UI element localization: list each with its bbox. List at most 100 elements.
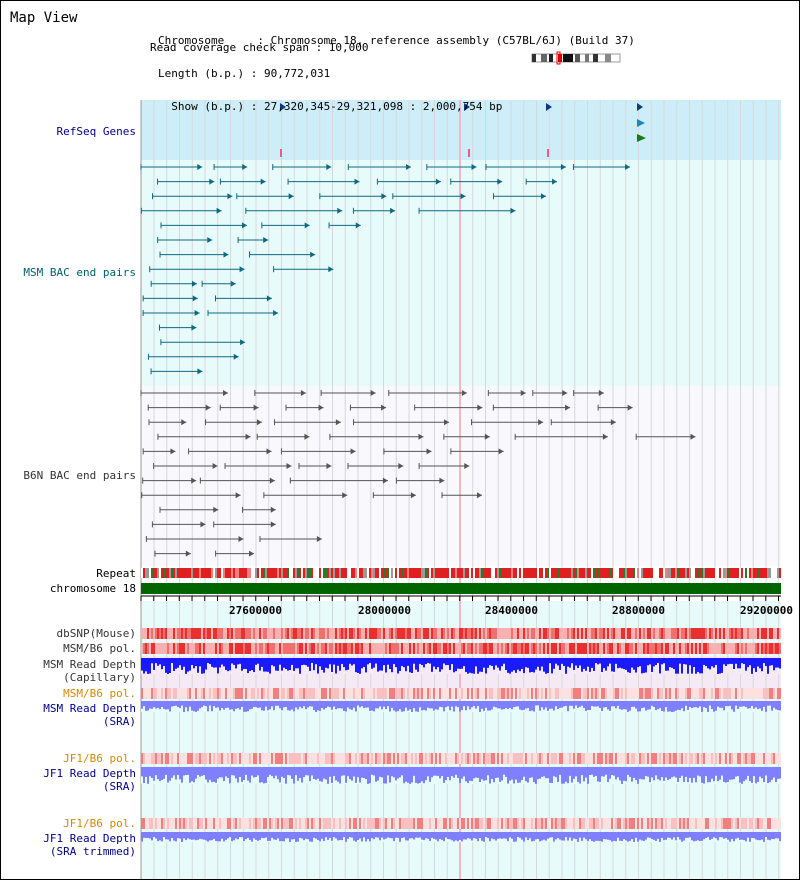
- repeat-segment: [575, 568, 577, 578]
- depth-bar: [471, 701, 473, 708]
- depth-bar: [633, 767, 635, 778]
- snp-density-cell: [201, 753, 203, 764]
- snp-density-cell: [259, 643, 261, 654]
- snp-density-cell: [309, 643, 311, 654]
- snp-density-cell: [719, 818, 721, 829]
- repeat-segment: [275, 568, 277, 578]
- snp-density-cell: [245, 688, 247, 699]
- depth-bar: [215, 701, 217, 708]
- b6n-bac-pair-arrow: [223, 390, 229, 396]
- snp-density-cell: [607, 818, 609, 829]
- depth-bar: [607, 658, 609, 667]
- repeat-segment: [603, 568, 605, 578]
- depth-bar: [557, 767, 559, 783]
- depth-bar: [185, 701, 187, 708]
- depth-bar: [729, 832, 731, 842]
- msm-bac-pair-arrow: [471, 164, 477, 170]
- track-label-msm-bac[interactable]: MSM BAC end pairs: [23, 266, 136, 279]
- snp-density-cell: [597, 818, 599, 829]
- snp-density-cell: [697, 753, 699, 764]
- snp-density-cell: [421, 628, 423, 639]
- depth-bar: [629, 701, 631, 711]
- snp-density-cell: [317, 643, 319, 654]
- snp-density-cell: [675, 818, 677, 829]
- snp-density-cell: [501, 688, 503, 699]
- depth-bar: [301, 658, 303, 666]
- snp-density-cell: [239, 643, 241, 654]
- snp-density-cell: [579, 688, 581, 699]
- depth-bar: [285, 701, 287, 707]
- snp-density-cell: [711, 643, 713, 654]
- snp-density-cell: [293, 753, 295, 764]
- snp-density-cell: [165, 628, 167, 639]
- depth-bar: [277, 658, 279, 671]
- snp-density-cell: [451, 753, 453, 764]
- repeat-segment: [749, 568, 751, 578]
- depth-bar: [531, 701, 533, 711]
- snp-density-cell: [283, 753, 285, 764]
- depth-bar: [325, 767, 327, 780]
- depth-bar: [779, 701, 781, 711]
- snp-density-cell: [269, 643, 271, 654]
- depth-bar: [233, 658, 235, 665]
- repeat-segment: [319, 568, 321, 578]
- snp-density-cell: [775, 818, 777, 829]
- track-label-refseq[interactable]: RefSeq Genes: [56, 125, 136, 138]
- snp-density-cell: [407, 643, 409, 654]
- snp-density-cell: [749, 688, 751, 699]
- snp-density-cell: [479, 643, 481, 654]
- snp-density-cell: [177, 688, 179, 699]
- depth-bar: [153, 767, 155, 781]
- depth-bar: [633, 701, 635, 707]
- depth-bar: [403, 701, 405, 712]
- snp-density-cell: [651, 818, 653, 829]
- snp-density-cell: [277, 753, 279, 764]
- snp-density-cell: [585, 628, 587, 639]
- snp-density-cell: [683, 818, 685, 829]
- depth-bar: [213, 701, 215, 707]
- depth-bar: [625, 701, 627, 710]
- depth-bar: [335, 767, 337, 781]
- depth-bar: [611, 701, 613, 707]
- depth-bar: [237, 658, 239, 665]
- snp-density-cell: [341, 643, 343, 654]
- depth-bar: [455, 701, 457, 707]
- depth-bar: [377, 767, 379, 781]
- depth-bar: [415, 767, 417, 783]
- snp-density-cell: [325, 643, 327, 654]
- snp-density-cell: [309, 628, 311, 639]
- depth-bar: [609, 701, 611, 711]
- depth-bar: [311, 658, 313, 663]
- depth-bar: [749, 658, 751, 666]
- repeat-segment: [631, 568, 633, 578]
- snp-density-cell: [413, 753, 415, 764]
- depth-bar: [249, 701, 251, 710]
- depth-bar: [703, 658, 705, 665]
- snp-density-cell: [711, 753, 713, 764]
- snp-density-cell: [567, 818, 569, 829]
- snp-density-cell: [351, 818, 353, 829]
- snp-density-cell: [487, 818, 489, 829]
- repeat-segment: [753, 568, 755, 578]
- depth-bar: [641, 767, 643, 780]
- depth-bar: [381, 701, 383, 710]
- track-label-b6n-bac[interactable]: B6N BAC end pairs: [23, 469, 136, 482]
- snp-density-cell: [207, 643, 209, 654]
- snp-density-cell: [529, 753, 531, 764]
- snp-density-cell: [183, 753, 185, 764]
- snp-density-cell: [249, 628, 251, 639]
- snp-density-cell: [267, 818, 269, 829]
- snp-density-cell: [373, 818, 375, 829]
- snp-density-cell: [553, 753, 555, 764]
- depth-bar: [297, 701, 299, 710]
- depth-bar: [183, 832, 185, 839]
- depth-bar: [409, 658, 411, 673]
- snp-density-cell: [307, 688, 309, 699]
- depth-bar: [473, 767, 475, 779]
- snp-density-cell: [369, 643, 371, 654]
- snp-density-cell: [773, 628, 775, 639]
- depth-bar: [541, 832, 543, 841]
- snp-density-cell: [455, 628, 457, 639]
- depth-bar: [565, 701, 567, 706]
